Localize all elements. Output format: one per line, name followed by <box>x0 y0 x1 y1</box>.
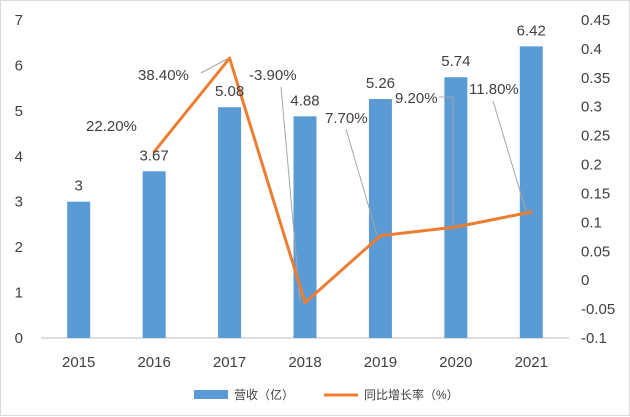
y-right-tick-label: 0.15 <box>581 185 610 202</box>
y-right-tick-label: 0.05 <box>581 243 610 260</box>
bar-value-label: 5.08 <box>215 83 244 100</box>
leader-line <box>200 58 228 74</box>
x-tick-label: 2017 <box>213 354 246 371</box>
bar <box>368 99 392 338</box>
y-left-tick-label: 5 <box>15 103 23 120</box>
line-point <box>152 150 156 154</box>
line-value-label: 22.20% <box>86 118 137 135</box>
line-point <box>529 210 533 214</box>
bar <box>218 107 242 338</box>
bar <box>519 46 543 338</box>
leader-lines-layer <box>200 58 527 301</box>
y-right-tick-label: 0.4 <box>581 41 602 58</box>
growth-rate-line <box>152 56 532 305</box>
bar <box>444 77 468 339</box>
x-tick-label: 2019 <box>364 354 397 371</box>
y-left-tick-label: 3 <box>15 194 23 211</box>
line-layer <box>152 56 533 305</box>
bar <box>67 201 91 338</box>
x-tick-label: 2016 <box>137 354 170 371</box>
line-point <box>454 225 458 229</box>
bars-layer <box>67 46 543 339</box>
line-value-label: 11.80% <box>469 81 519 98</box>
x-tick-label: 2018 <box>288 354 321 371</box>
legend-label-bar: 营收（亿） <box>234 387 294 402</box>
x-tick-label: 2015 <box>62 354 95 371</box>
legend-swatch-bar <box>194 390 228 399</box>
y-right-tick-label: 0.35 <box>581 70 610 87</box>
y-right-tick-label: -0.05 <box>581 301 615 318</box>
leader-line <box>439 96 454 225</box>
line-point <box>378 234 382 238</box>
y-right-tick-label: 0.3 <box>581 99 602 116</box>
y-right-tick-label: 0.2 <box>581 157 602 174</box>
data-labels-layer: 3 3.67 5.08 4.88 5.26 5.74 6.42 22.20% 38.40% -3.… <box>75 22 546 194</box>
line-value-label: -3.90% <box>249 67 297 84</box>
x-tick-label: 2020 <box>439 354 472 371</box>
bar-value-label: 5.74 <box>441 53 470 70</box>
line-point <box>303 301 307 305</box>
bar <box>293 116 317 339</box>
bar-value-label: 4.88 <box>290 92 319 109</box>
bar <box>142 171 166 338</box>
y-left-tick-label: 0 <box>15 330 23 347</box>
y-left-tick-label: 2 <box>15 239 23 256</box>
legend: 营收（亿） 同比增长率（%） <box>194 387 459 402</box>
y-left-tick-label: 7 <box>15 12 23 29</box>
bar-value-label: 3.67 <box>140 147 169 164</box>
y-left-tick-label: 1 <box>15 285 23 302</box>
leader-line <box>345 128 378 236</box>
legend-label-line: 同比增长率（%） <box>364 387 459 402</box>
bar-value-label: 3 <box>75 178 83 195</box>
line-value-label: 7.70% <box>325 110 368 127</box>
y-left-tick-label: 6 <box>15 57 23 74</box>
bar-value-label: 5.26 <box>366 75 395 92</box>
x-tick-label: 2021 <box>515 354 548 371</box>
y-right-tick-label: 0.45 <box>581 12 610 29</box>
y-right-tick-label: -0.1 <box>581 330 607 347</box>
leader-line <box>280 86 301 301</box>
y-left-tick-label: 4 <box>15 148 23 165</box>
line-point <box>228 56 232 60</box>
axes-layer: 0 1 2 3 4 5 6 7 -0.1 -0.05 0 0.05 0.1 0.15 0.2 0.25 0.3 0… <box>15 12 616 371</box>
leader-line <box>492 100 527 212</box>
line-value-label: 9.20% <box>395 90 438 107</box>
bar-value-label: 6.42 <box>517 22 546 39</box>
y-right-tick-label: 0.25 <box>581 128 610 145</box>
y-right-tick-label: 0.1 <box>581 214 602 231</box>
y-right-tick-label: 0 <box>581 272 589 289</box>
line-value-label: 38.40% <box>138 67 189 84</box>
